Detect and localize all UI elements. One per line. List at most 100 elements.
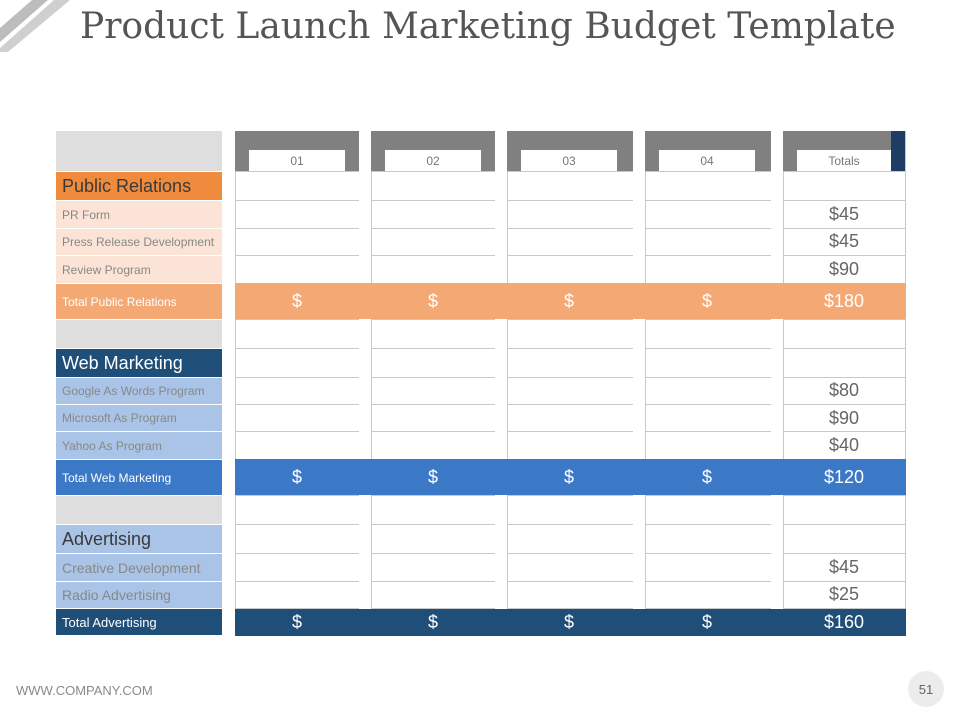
grid-cell (494, 496, 506, 524)
grid-cell (770, 201, 782, 228)
label-header-blank (56, 131, 222, 171)
column-header-totals: Totals (797, 150, 891, 171)
dollar-symbol: $ (292, 291, 303, 311)
grid-cell (784, 496, 905, 524)
grid-cell (372, 582, 494, 608)
grid-cell (508, 201, 632, 228)
column-header-02: 02 (385, 150, 481, 171)
grid-cell (632, 320, 644, 348)
grid-cell (236, 172, 358, 200)
grid-cell (646, 172, 770, 200)
section-total-value: $120 (823, 467, 865, 487)
section-title-public-relations: Public Relations (56, 172, 222, 200)
row-label-total-public-relations: Total Public Relations (56, 284, 222, 319)
grid-cell (508, 432, 632, 459)
grid-cell (358, 554, 370, 581)
grid-cell (372, 525, 494, 553)
grid-cell (508, 554, 632, 581)
grid-cell (372, 378, 494, 404)
row-label-radio-advertising: Radio Advertising (56, 582, 222, 608)
grid-cell (646, 554, 770, 581)
column-header-01: 01 (249, 150, 345, 171)
grid-cell (236, 432, 358, 459)
grid-cell (770, 172, 782, 200)
grid-cell (770, 229, 782, 255)
grid-cell (494, 432, 506, 459)
grid-cell (632, 349, 644, 377)
grid-cell (372, 349, 494, 377)
header-accent (891, 131, 905, 171)
total-value: $45 (828, 557, 860, 577)
grid-cell (508, 525, 632, 553)
grid-cell (632, 172, 644, 200)
total-value: $90 (828, 408, 860, 428)
section-total-value: $160 (823, 612, 865, 632)
grid-cell (494, 172, 506, 200)
grid-cell (508, 349, 632, 377)
grid-cell (358, 256, 370, 283)
row-label-pr-form: PR Form (56, 201, 222, 228)
column-header-03: 03 (521, 150, 617, 171)
grid-cell (358, 405, 370, 431)
grid-cell (646, 378, 770, 404)
dollar-symbol: $ (428, 467, 439, 487)
grid-cell (508, 229, 632, 255)
row-label-microsoft: Microsoft As Program (56, 405, 222, 431)
grid-cell (236, 349, 358, 377)
row-label-creative-development: Creative Development (56, 554, 222, 581)
row-label-review-program: Review Program (56, 256, 222, 283)
row-label-total-advertising: Total Advertising (56, 609, 222, 635)
grid-cell (646, 496, 770, 524)
grid-cell (632, 554, 644, 581)
dollar-symbol: $ (564, 612, 575, 632)
grid-cell (508, 582, 632, 608)
grid-cell (508, 405, 632, 431)
grid-cell (372, 201, 494, 228)
grid-cell (784, 172, 905, 200)
dollar-symbol: $ (702, 467, 713, 487)
grid-cell (358, 229, 370, 255)
grid-cell (358, 172, 370, 200)
grid-cell (770, 432, 782, 459)
label-spacer (56, 496, 222, 524)
grid-cell (770, 554, 782, 581)
grid-cell (508, 256, 632, 283)
section-total-value: $180 (823, 291, 865, 311)
grid-cell (646, 405, 770, 431)
grid-cell (646, 229, 770, 255)
grid-cell (508, 378, 632, 404)
grid-cell (646, 349, 770, 377)
dollar-symbol: $ (564, 467, 575, 487)
grid-cell (770, 256, 782, 283)
corner-decoration (0, 0, 70, 52)
grid-cell (646, 320, 770, 348)
grid-cell (646, 256, 770, 283)
grid-cell (784, 229, 905, 255)
total-band-web-marketing (235, 459, 906, 495)
grid-cell (358, 525, 370, 553)
grid-cell (632, 229, 644, 255)
column-header-04: 04 (659, 150, 755, 171)
dollar-symbol: $ (292, 612, 303, 632)
grid-cell (770, 349, 782, 377)
grid-cell (236, 582, 358, 608)
grid-cell (632, 256, 644, 283)
grid-cell (646, 525, 770, 553)
section-title-advertising: Advertising (56, 525, 222, 553)
grid-cell (494, 256, 506, 283)
total-value: $80 (828, 380, 860, 400)
grid-cell (236, 201, 358, 228)
grid-cell (358, 378, 370, 404)
dollar-symbol: $ (564, 291, 575, 311)
row-label-google: Google As Words Program (56, 378, 222, 404)
grid-cell (358, 496, 370, 524)
grid-cell (358, 349, 370, 377)
grid-cell (372, 432, 494, 459)
grid-cell (770, 378, 782, 404)
grid-cell (236, 320, 358, 348)
grid-cell (784, 582, 905, 608)
grid-cell (632, 525, 644, 553)
grid-cell (646, 432, 770, 459)
grid-cell (236, 405, 358, 431)
dollar-symbol: $ (292, 467, 303, 487)
